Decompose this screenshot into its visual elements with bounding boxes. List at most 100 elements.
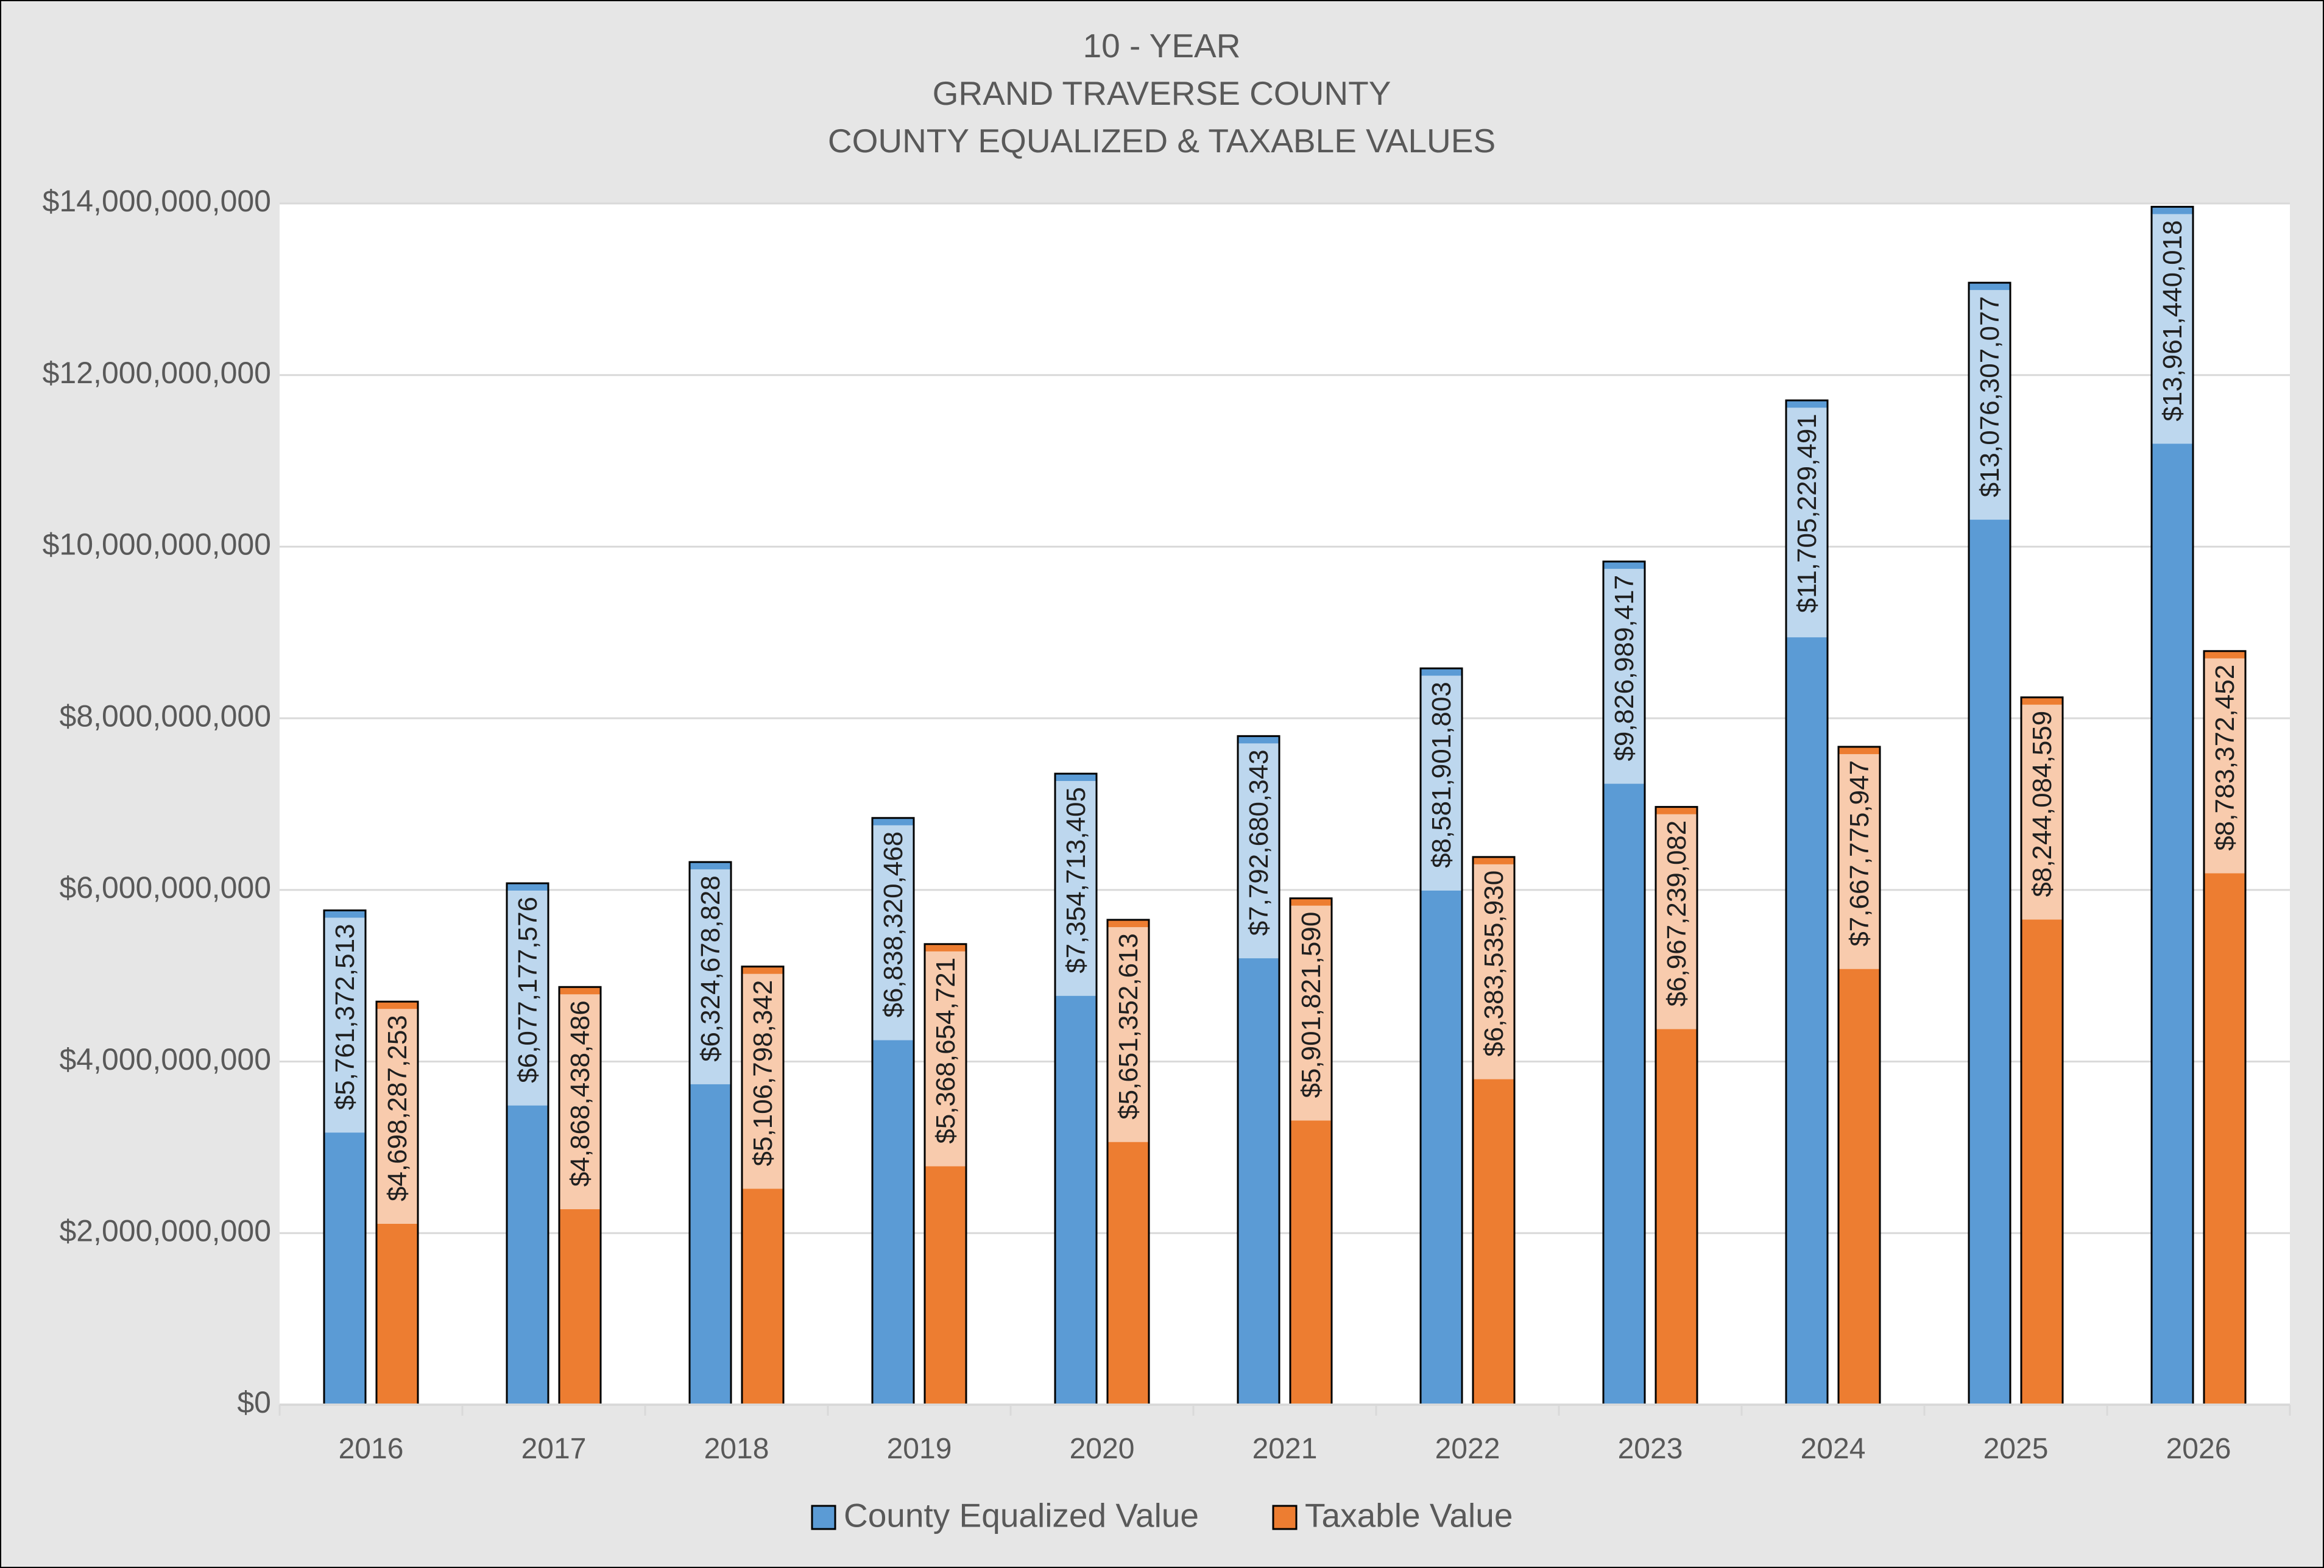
bar-taxable-value-2023: $6,967,239,082 [1655, 806, 1698, 1406]
bar-label-area [2021, 704, 2063, 920]
data-label-taxable-value-2023: $6,967,239,082 [1662, 821, 1692, 1007]
bar-label-area [1603, 568, 1645, 784]
x-tick-label-2025: 2025 [1983, 1433, 2049, 1465]
x-tick-label-2018: 2018 [704, 1433, 769, 1465]
data-label-taxable-value-2017: $4,868,438,486 [565, 1000, 595, 1187]
bar-label-area [1656, 814, 1697, 1029]
bar-county-equalized-value-2016: $5,761,372,513 [323, 909, 367, 1406]
bar-taxable-value-2020: $5,651,352,613 [1106, 919, 1150, 1406]
bar-label-area [507, 890, 548, 1106]
data-label-county-equalized-value-2026: $13,961,440,018 [2158, 220, 2188, 421]
bar-label-area [1838, 754, 1880, 969]
data-label-taxable-value-2025: $8,244,084,559 [2027, 711, 2057, 897]
bar-county-equalized-value-2018: $6,324,678,828 [688, 861, 732, 1406]
chart-title-line-3: COUNTY EQUALIZED & TAXABLE VALUES [828, 122, 1496, 160]
bar-taxable-value-2018: $5,106,798,342 [741, 966, 785, 1406]
y-tick-label: $0 [237, 1385, 271, 1419]
bars: $5,761,372,513 $4,698,287,253 $6,077,177,5… [323, 205, 2247, 1406]
bar-county-equalized-value-2020: $7,354,713,405 [1054, 772, 1098, 1406]
y-axis: $0 $2,000,000,000 $4,000,000,000 $6,000,000… [43, 184, 271, 1419]
chart-title: 10 - YEAR GRAND TRAVERSE COUNTY COUNTY E… [828, 27, 1496, 160]
bar-label-area [2152, 214, 2193, 444]
data-label-taxable-value-2024: $7,667,775,947 [1845, 760, 1874, 947]
bar-taxable-value-2025: $8,244,084,559 [2020, 696, 2064, 1406]
legend-label-taxable-value: Taxable Value [1305, 1497, 1513, 1534]
y-tick-label: $8,000,000,000 [59, 699, 271, 733]
y-tick-label: $10,000,000,000 [43, 528, 271, 562]
bar-label-area [1421, 676, 1462, 891]
x-tick-label-2026: 2026 [2166, 1433, 2231, 1465]
data-label-taxable-value-2018: $5,106,798,342 [748, 980, 778, 1167]
data-label-taxable-value-2021: $5,901,821,590 [1296, 912, 1326, 1098]
data-label-county-equalized-value-2016: $5,761,372,513 [330, 923, 360, 1110]
bar-county-equalized-value-2026: $13,961,440,018 [2150, 205, 2194, 1406]
x-tick-label-2020: 2020 [1070, 1433, 1135, 1465]
data-label-county-equalized-value-2021: $7,792,680,343 [1244, 749, 1274, 936]
data-label-county-equalized-value-2022: $8,581,901,803 [1427, 682, 1457, 868]
data-label-taxable-value-2022: $6,383,535,930 [1479, 871, 1509, 1057]
plot-area [280, 203, 2290, 1405]
bar-label-area [1107, 927, 1149, 1142]
x-tick-label-2024: 2024 [1801, 1433, 1866, 1465]
bar-label-area [742, 973, 783, 1189]
data-label-county-equalized-value-2024: $11,705,229,491 [1792, 414, 1822, 613]
data-label-taxable-value-2016: $4,698,287,253 [383, 1015, 412, 1201]
bar-label-area [925, 951, 966, 1167]
bar-label-area [324, 917, 366, 1133]
x-tick-label-2019: 2019 [887, 1433, 952, 1465]
bar-county-equalized-value-2023: $9,826,989,417 [1602, 560, 1646, 1406]
bar-label-area [872, 825, 914, 1040]
bar-taxable-value-2026: $8,783,372,452 [2203, 650, 2247, 1406]
chart-title-line-1: 10 - YEAR [1083, 27, 1241, 65]
x-tick-label-2023: 2023 [1618, 1433, 1683, 1465]
legend-swatch-taxable-value [1272, 1505, 1298, 1530]
bar-label-area [1969, 290, 2010, 520]
bar-taxable-value-2022: $6,383,535,930 [1472, 856, 1516, 1406]
data-label-county-equalized-value-2023: $9,826,989,417 [1609, 575, 1639, 761]
data-label-taxable-value-2020: $5,651,352,613 [1114, 933, 1143, 1120]
data-label-taxable-value-2019: $5,368,654,721 [931, 958, 961, 1144]
x-tick-label-2017: 2017 [521, 1433, 587, 1465]
bar-label-area [559, 994, 601, 1210]
bar-county-equalized-value-2017: $6,077,177,576 [506, 882, 549, 1406]
bar-county-equalized-value-2022: $8,581,901,803 [1419, 667, 1463, 1406]
x-tick-label-2016: 2016 [339, 1433, 404, 1465]
bar-county-equalized-value-2021: $7,792,680,343 [1237, 735, 1280, 1406]
data-label-taxable-value-2026: $8,783,372,452 [2210, 665, 2240, 851]
x-tick-label-2021: 2021 [1252, 1433, 1318, 1465]
chart-title-line-2: GRAND TRAVERSE COUNTY [933, 74, 1391, 112]
legend-label-county-equalized-value: County Equalized Value [844, 1497, 1199, 1534]
x-axis: 2016 2017 2018 2019 2020 2021 2022 2023 2024 2025… [278, 1404, 2291, 1465]
bar-label-area [2204, 658, 2245, 874]
bar-label-area [1238, 743, 1279, 959]
legend: County Equalized Value Taxable Value [811, 1497, 1513, 1534]
bar-label-area [1473, 864, 1514, 1079]
bar-county-equalized-value-2025: $13,076,307,077 [1968, 281, 2011, 1406]
bar-taxable-value-2021: $5,901,821,590 [1289, 897, 1333, 1406]
bar-label-area [690, 869, 731, 1084]
y-tick-label: $4,000,000,000 [59, 1042, 271, 1076]
y-tick-label: $6,000,000,000 [59, 871, 271, 905]
data-label-county-equalized-value-2017: $6,077,177,576 [513, 897, 543, 1083]
y-tick-label: $12,000,000,000 [43, 356, 271, 390]
x-tick-label-2022: 2022 [1435, 1433, 1500, 1465]
y-tick-label: $14,000,000,000 [43, 184, 271, 218]
bar-taxable-value-2024: $7,667,775,947 [1837, 746, 1881, 1406]
data-label-county-equalized-value-2025: $13,076,307,077 [1975, 296, 2005, 497]
bar-taxable-value-2017: $4,868,438,486 [558, 986, 602, 1406]
bar-label-area [1055, 781, 1097, 996]
bar-label-area [376, 1009, 418, 1224]
bar-taxable-value-2016: $4,698,287,253 [375, 1000, 419, 1406]
data-label-county-equalized-value-2019: $6,838,320,468 [878, 832, 908, 1018]
y-tick-label: $2,000,000,000 [59, 1213, 271, 1248]
data-label-county-equalized-value-2018: $6,324,678,828 [696, 875, 726, 1062]
bar-label-area [1786, 408, 1828, 638]
data-label-county-equalized-value-2020: $7,354,713,405 [1061, 787, 1091, 973]
bar-taxable-value-2019: $5,368,654,721 [924, 943, 967, 1406]
bar-county-equalized-value-2019: $6,838,320,468 [871, 817, 915, 1406]
legend-swatch-county-equalized-value [811, 1505, 836, 1530]
gridlines [280, 202, 2290, 1234]
bar-county-equalized-value-2024: $11,705,229,491 [1785, 399, 1829, 1406]
bar-label-area [1290, 905, 1332, 1121]
